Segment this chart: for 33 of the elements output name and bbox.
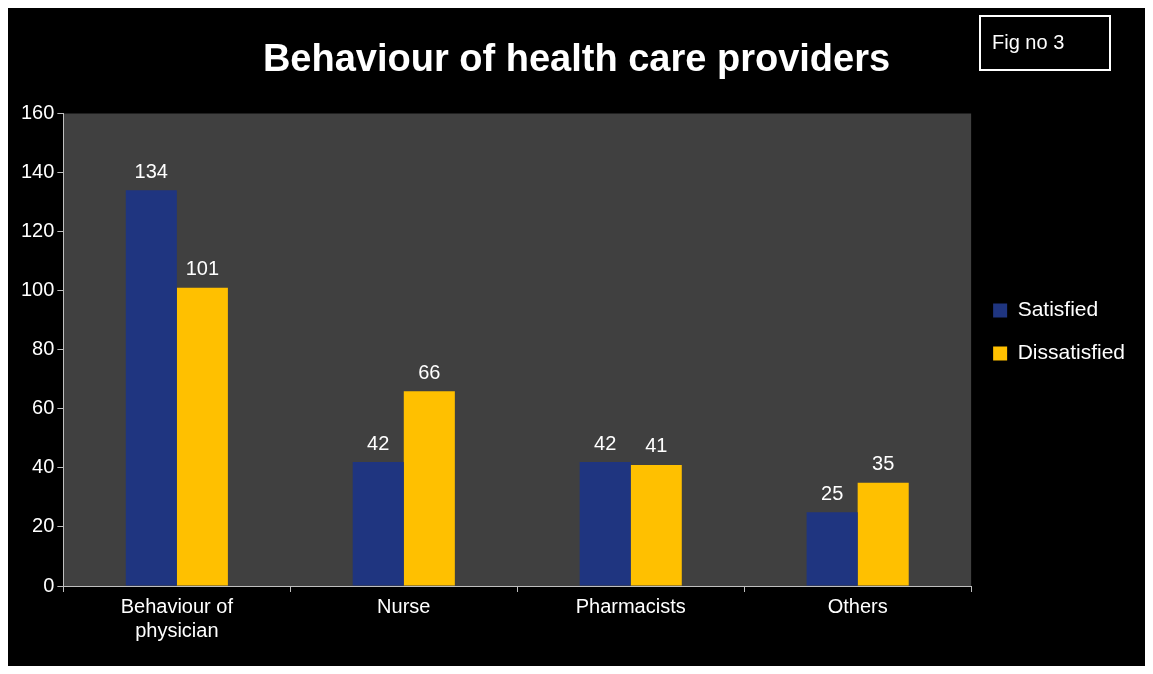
bar: [857, 482, 909, 586]
y-tick-label: 80: [32, 337, 55, 360]
y-tick-label: 100: [20, 278, 55, 301]
x-tick-label: Others: [827, 594, 888, 617]
y-tick-label: 160: [20, 101, 55, 124]
y-tick-label: 120: [20, 219, 55, 242]
legend-label: Satisfied: [1017, 297, 1099, 321]
bar: [403, 391, 455, 586]
data-label: 42: [367, 431, 390, 454]
y-tick-label: 40: [32, 455, 55, 478]
bar: [630, 464, 682, 586]
y-tick-label: 20: [32, 514, 55, 537]
bar: [806, 512, 858, 586]
data-label: 134: [134, 159, 168, 182]
x-tick-label: Behaviour of physician: [120, 594, 234, 641]
text: Fig no 3: [992, 30, 1065, 53]
data-label: 25: [821, 481, 844, 504]
chart-title: Behaviour of health care providers: [262, 37, 891, 80]
data-label: 35: [872, 452, 895, 475]
data-label: 41: [645, 434, 668, 457]
data-label: 66: [418, 360, 441, 383]
bar: [579, 462, 631, 586]
y-tick-label: 0: [43, 573, 55, 596]
data-label: 101: [185, 257, 220, 280]
bar: [176, 287, 228, 586]
bar: [352, 462, 404, 586]
data-label: 42: [594, 431, 617, 454]
x-tick-label: Pharmacists: [575, 594, 686, 617]
x-tick-label: Nurse: [377, 594, 431, 617]
legend-label: Dissatisfied: [1017, 340, 1126, 364]
bar: [125, 190, 177, 586]
y-tick-label: 60: [32, 396, 55, 419]
y-tick-label: 140: [20, 160, 55, 183]
